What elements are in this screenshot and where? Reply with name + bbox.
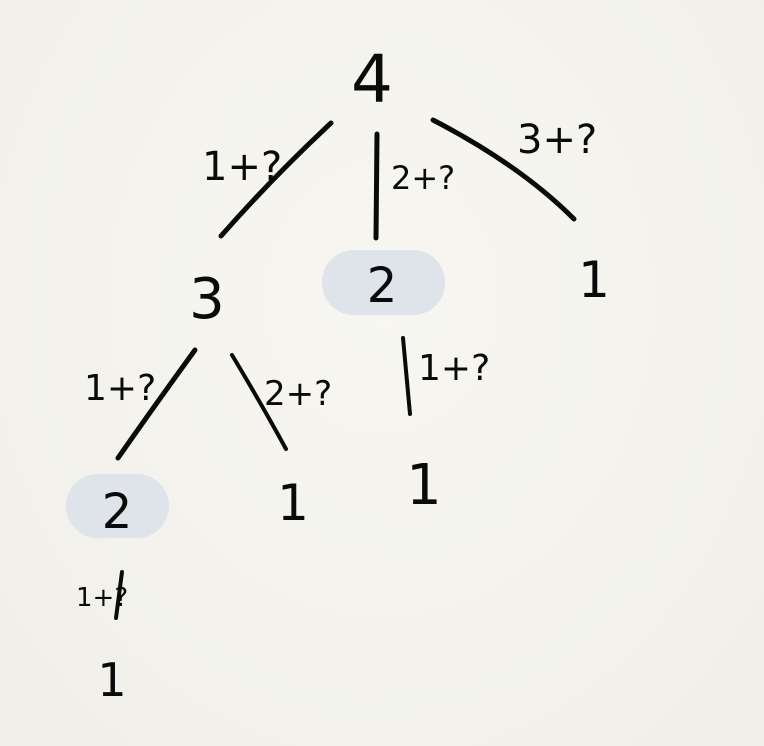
edge-line <box>373 131 380 241</box>
edge-line <box>115 347 198 461</box>
edge-line <box>114 570 124 620</box>
node-value: 1 <box>578 251 610 309</box>
edge-label: 1+? <box>76 583 128 613</box>
edge-line <box>430 117 577 222</box>
edge-line <box>218 120 334 239</box>
node-highlight <box>66 474 169 538</box>
edge-label: 1+? <box>418 348 490 389</box>
node-value: 1 <box>97 653 126 707</box>
edge-label: 1+? <box>202 144 282 190</box>
node-highlight <box>322 250 445 315</box>
node-value: 2 <box>367 258 398 314</box>
node-value: 4 <box>351 41 393 118</box>
edge-label: 2+? <box>264 374 332 414</box>
edge-label: 3+? <box>517 117 597 163</box>
edge-line <box>401 336 412 416</box>
node-value: 1 <box>277 474 309 532</box>
edge-label: 2+? <box>391 159 455 197</box>
edge-label: 1+? <box>84 368 156 409</box>
node-value: 1 <box>406 453 442 518</box>
node-value: 2 <box>102 484 133 540</box>
edge-line <box>230 353 288 451</box>
node-value: 3 <box>189 267 225 332</box>
